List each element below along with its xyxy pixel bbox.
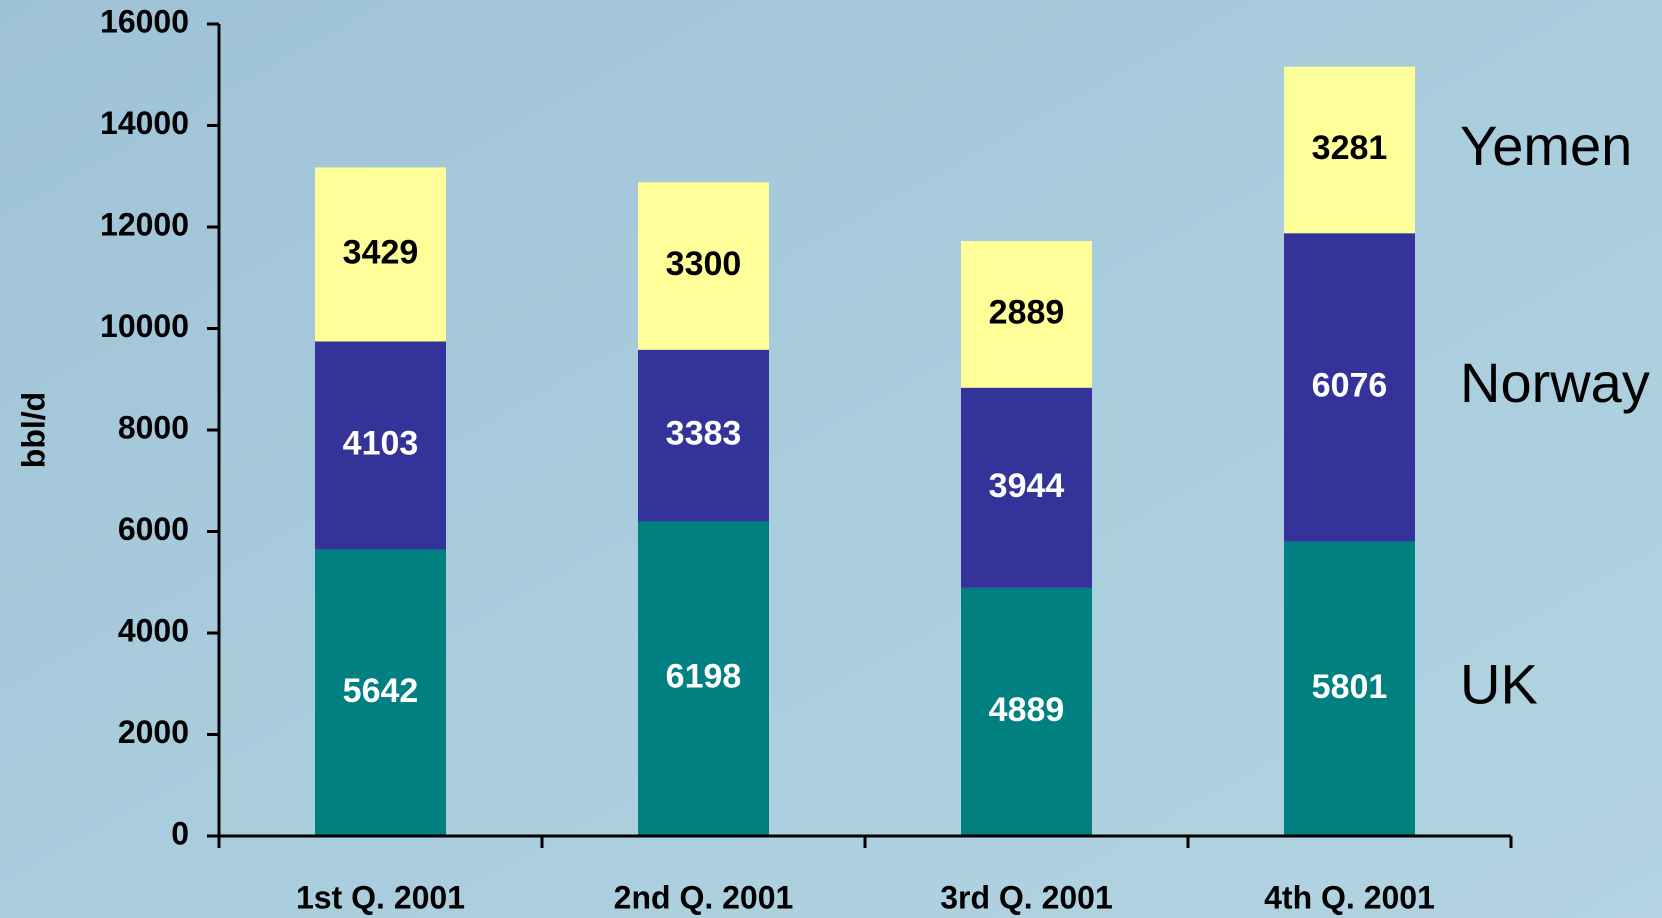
- y-tick-label: 10000: [100, 308, 189, 344]
- y-tick-label: 2000: [118, 714, 189, 750]
- y-tick-label: 16000: [100, 3, 189, 39]
- y-tick-label: 14000: [100, 105, 189, 141]
- legend-label: Norway: [1460, 351, 1650, 414]
- value-label: 3944: [989, 467, 1065, 505]
- value-label: 4103: [343, 425, 419, 463]
- y-tick-label: 4000: [118, 612, 189, 648]
- x-tick-label: 4th Q. 2001: [1264, 879, 1435, 915]
- value-label: 4889: [989, 691, 1065, 729]
- x-tick-label: 1st Q. 2001: [296, 879, 465, 915]
- y-axis-label: bbl/d: [15, 392, 51, 468]
- value-label: 3300: [666, 245, 742, 283]
- value-label: 6198: [666, 658, 742, 696]
- value-label: 2889: [989, 293, 1065, 331]
- y-tick-label: 8000: [118, 409, 189, 445]
- legend-label: UK: [1460, 653, 1538, 716]
- x-tick-label: 2nd Q. 2001: [614, 879, 794, 915]
- y-tick-label: 12000: [100, 206, 189, 242]
- value-label: 3429: [343, 233, 419, 271]
- value-label: 3383: [666, 415, 742, 453]
- value-label: 5801: [1312, 668, 1388, 706]
- y-tick-label: 0: [171, 815, 189, 851]
- y-tick-label: 6000: [118, 511, 189, 547]
- legend-label: Yemen: [1460, 114, 1632, 177]
- value-label: 5642: [343, 672, 419, 710]
- value-label: 6076: [1312, 366, 1388, 404]
- x-tick-label: 3rd Q. 2001: [940, 879, 1113, 915]
- chart: bbl/d 0 2000 4000 6000 8000 10000 12000 14000 16…: [0, 0, 1662, 918]
- value-label: 3281: [1312, 129, 1388, 167]
